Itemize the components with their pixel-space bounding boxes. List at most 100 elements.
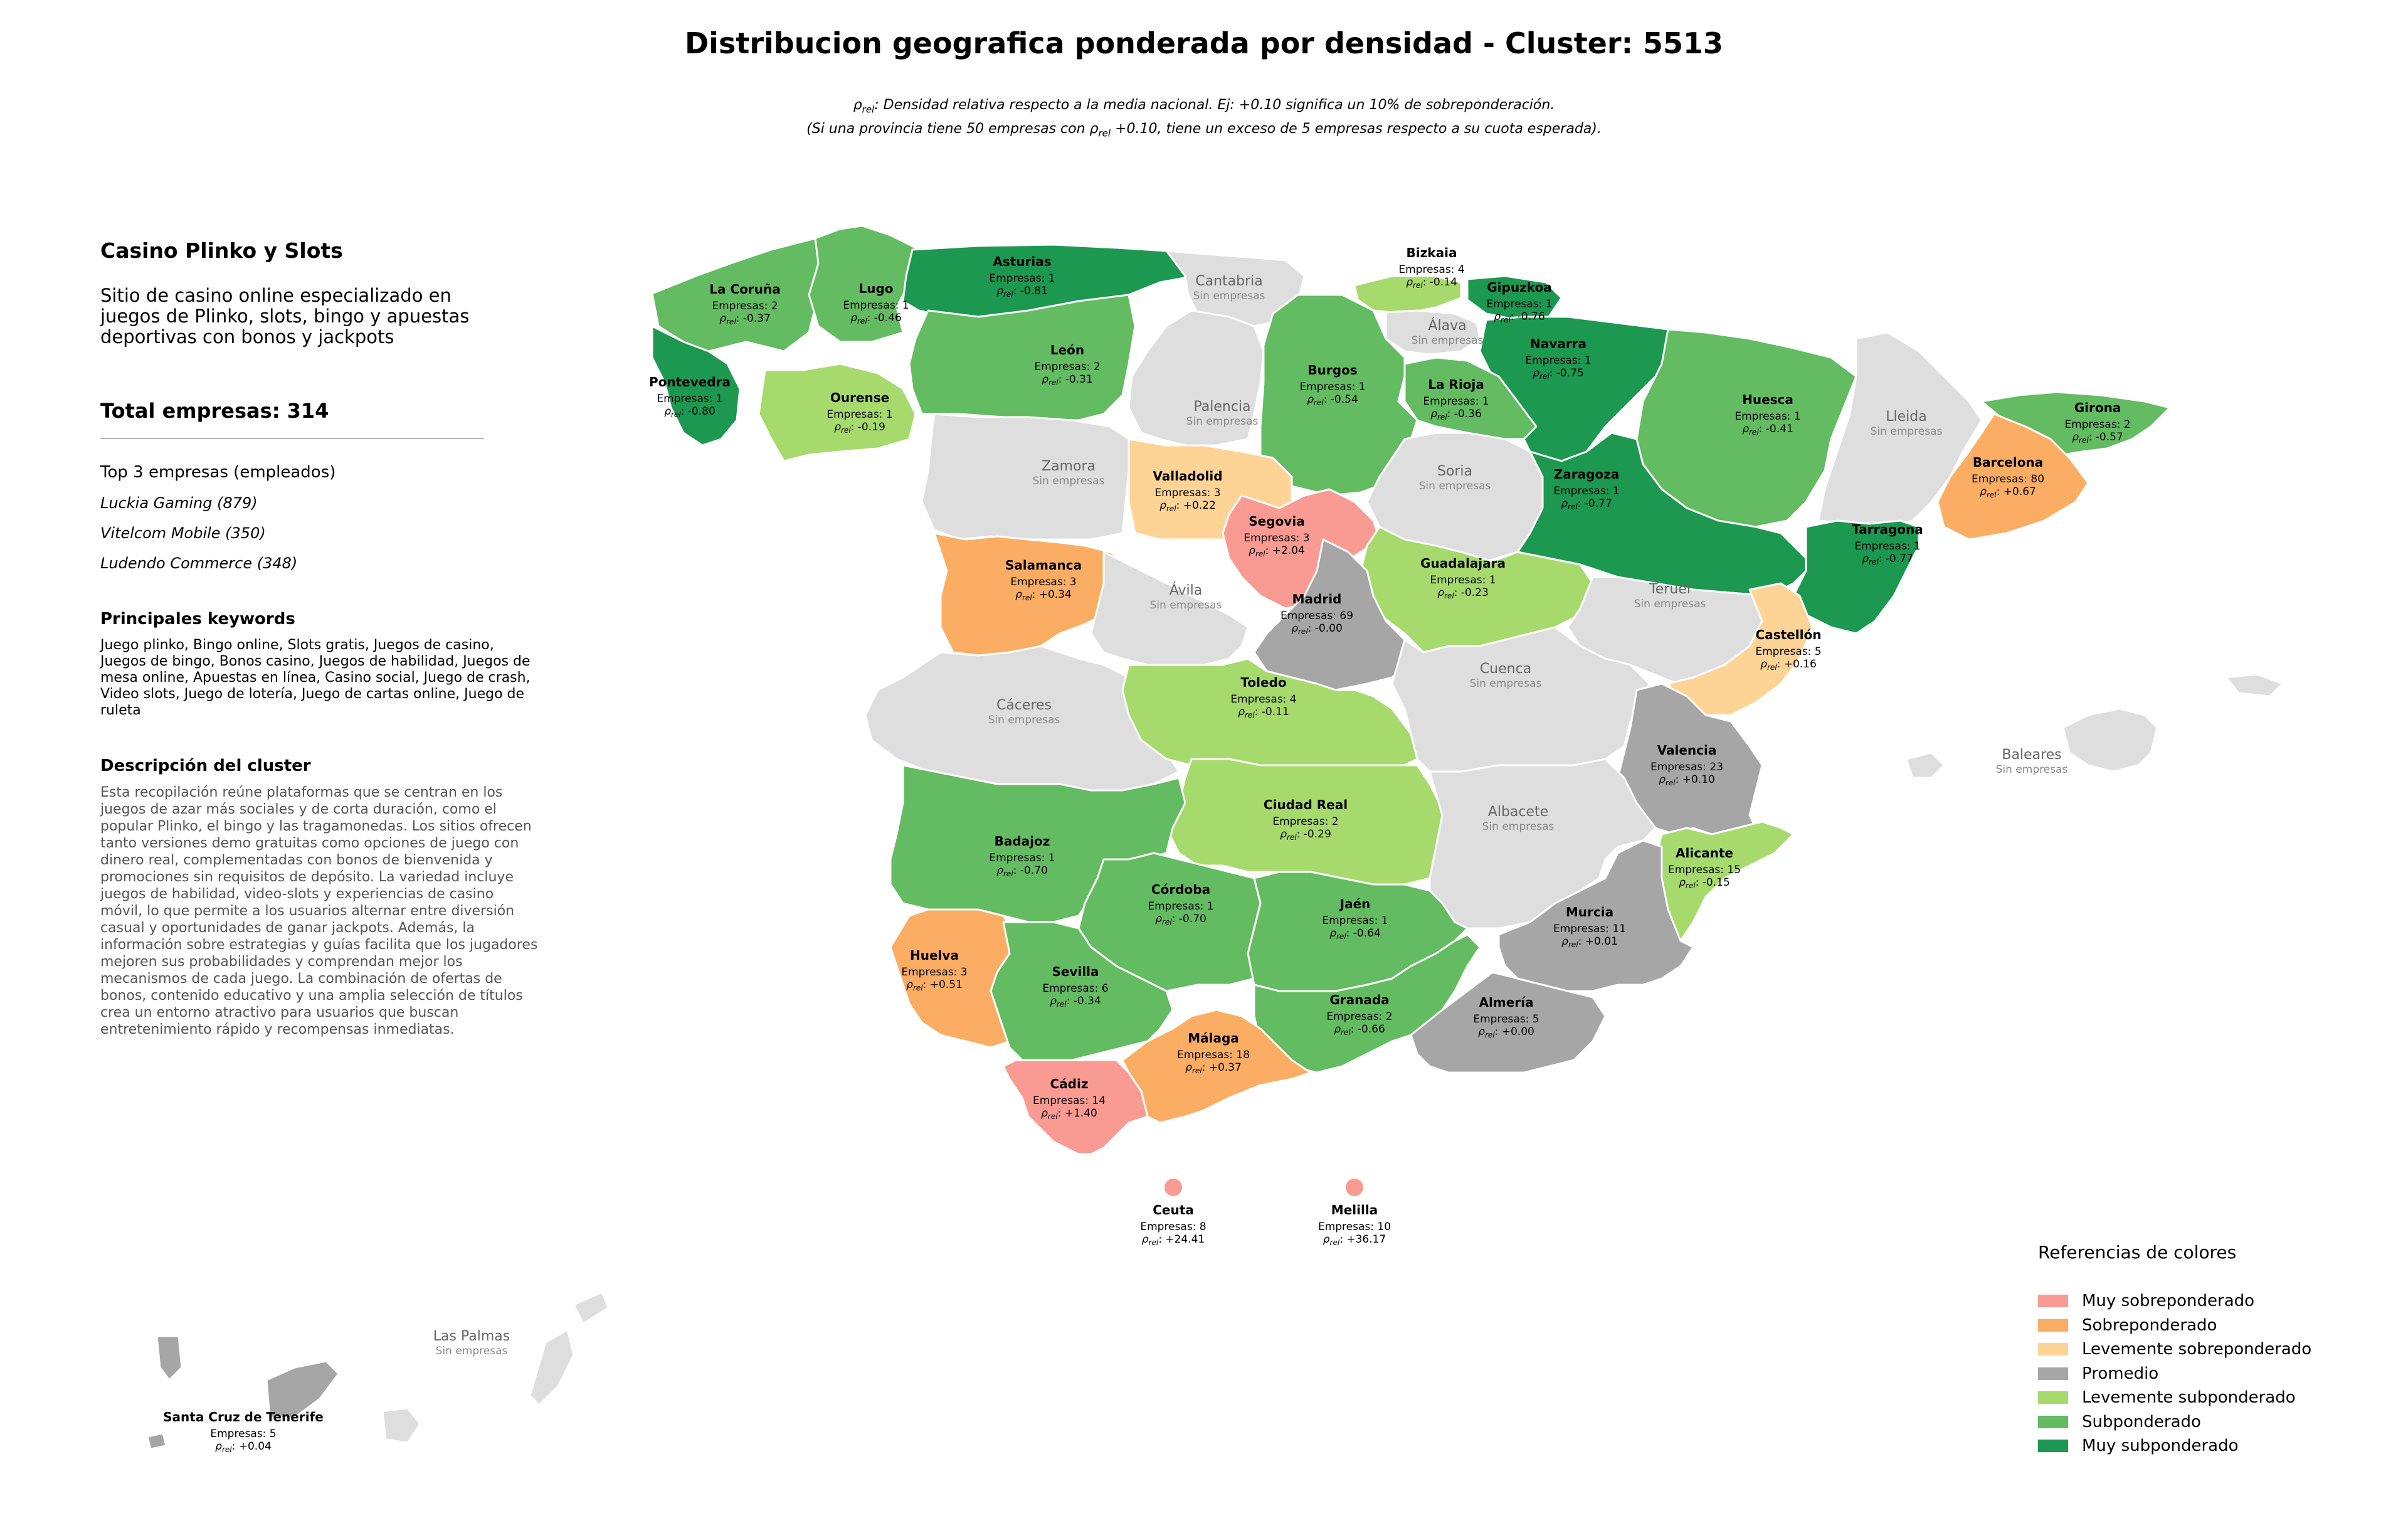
- description-title: Descripción del cluster: [100, 756, 311, 775]
- province-name: Córdoba: [1151, 882, 1210, 897]
- province-rho: ρrel: +1.40: [1041, 1107, 1097, 1121]
- province-name: Navarra: [1530, 336, 1587, 351]
- province-rho: ρrel: -0.70: [1155, 913, 1207, 926]
- legend-label: Levemente sobreponderado: [2082, 1340, 2312, 1359]
- province-name: Álava: [1428, 317, 1466, 334]
- province-companies: Empresas: 1: [1148, 900, 1213, 913]
- province-companies: Empresas: 14: [1033, 1095, 1106, 1107]
- province-name: Cádiz: [1050, 1076, 1089, 1091]
- province-companies: Empresas: 4: [1398, 263, 1464, 276]
- province-companies: Empresas: 1: [989, 852, 1055, 864]
- province-rho: ρrel: -0.19: [834, 421, 885, 435]
- province-rho: ρrel: -0.77: [1561, 497, 1612, 511]
- province-name: Barcelona: [1973, 455, 2043, 470]
- province-note: Sin empresas: [1186, 415, 1259, 428]
- province-name: Melilla: [1331, 1202, 1378, 1218]
- province-rho: ρrel: +0.51: [906, 979, 963, 992]
- province-name: Albacete: [1488, 804, 1548, 820]
- province-rho: ρrel: -0.37: [719, 312, 771, 326]
- province-name: Almería: [1479, 995, 1534, 1010]
- legend-swatch: [2038, 1318, 2068, 1332]
- province-name: Lugo: [858, 281, 893, 296]
- province-companies: Empresas: 1: [1735, 410, 1800, 423]
- province-note: Sin empresas: [1996, 763, 2068, 776]
- province-rho: ρrel: -0.77: [1862, 553, 1913, 566]
- province-rho: ρrel: -0.75: [1533, 367, 1584, 381]
- province-name: Ávila: [1170, 582, 1203, 598]
- province-companies: Empresas: 11: [1553, 923, 1626, 935]
- province-companies: Empresas: 15: [1668, 864, 1741, 876]
- province-rho: ρrel: -0.46: [850, 312, 902, 326]
- province-name: Cáceres: [996, 698, 1052, 713]
- province-name: Pontevedra: [649, 374, 731, 390]
- province-name: Zamora: [1042, 459, 1096, 474]
- province-name: Cantabria: [1195, 273, 1263, 289]
- province-name: Segovia: [1249, 514, 1304, 529]
- province-companies: Empresas: 1: [1423, 395, 1489, 408]
- city-marker: [1164, 1179, 1182, 1196]
- province-companies: Empresas: 23: [1650, 761, 1723, 773]
- top-company: Ludendo Commerce (348): [100, 554, 298, 572]
- keywords-text: Juego plinko, Bingo online, Slots gratis…: [100, 637, 531, 718]
- province-rho: ρrel: -0.23: [1437, 586, 1489, 600]
- province-rho: ρrel: -0.64: [1329, 927, 1381, 941]
- province-companies: Empresas: 1: [1299, 381, 1365, 393]
- province-name: Castellón: [1756, 627, 1822, 642]
- province-name: Gipuzkoa: [1487, 280, 1551, 295]
- province-companies: Empresas: 3: [1010, 576, 1076, 588]
- province-rho: ρrel: +2.04: [1249, 544, 1305, 558]
- province-companies: Empresas: 3: [1244, 532, 1309, 544]
- province-name: Toledo: [1240, 675, 1286, 690]
- province-companies: Empresas: 5: [210, 1428, 276, 1440]
- legend-swatch: [2038, 1367, 2068, 1380]
- province-companies: Empresas: 1: [1322, 915, 1388, 927]
- province-companies: Empresas: 3: [1154, 487, 1220, 499]
- province-35: [1165, 758, 1444, 886]
- province-name: Zaragoza: [1554, 467, 1620, 482]
- province-note: Sin empresas: [1033, 475, 1105, 487]
- province-companies: Empresas: 69: [1281, 610, 1353, 622]
- province-rho: ρrel: +0.37: [1185, 1061, 1242, 1075]
- province-note: Sin empresas: [1871, 425, 1943, 438]
- province-companies: Empresas: 2: [1034, 361, 1100, 373]
- province-companies: Empresas: 2: [712, 300, 778, 312]
- province-17: [1936, 413, 2089, 541]
- province-rho: ρrel: -0.80: [664, 405, 716, 419]
- province-note: Sin empresas: [1193, 290, 1265, 302]
- province-rho: ρrel: -0.36: [1430, 408, 1482, 422]
- province-name: Lleida: [1886, 409, 1926, 425]
- province-companies: Empresas: 5: [1755, 645, 1821, 658]
- island-tenerife-group: [265, 1360, 340, 1419]
- province-name: La Coruña: [709, 282, 780, 297]
- province-34: [2062, 708, 2158, 773]
- province-companies: Empresas: 18: [1177, 1049, 1250, 1061]
- legend-item: Sobreponderado: [2038, 1313, 2311, 1338]
- province-note: Sin empresas: [1634, 598, 1706, 610]
- province-name: Cuenca: [1480, 661, 1531, 677]
- legend-item: Levemente subponderado: [2038, 1386, 2311, 1410]
- province-companies: Empresas: 1: [1486, 298, 1552, 310]
- province-8: [651, 325, 741, 447]
- legend-swatch: [2038, 1391, 2068, 1404]
- province-name: Tarragona: [1852, 522, 1923, 537]
- province-rho: ρrel: -0.41: [1742, 423, 1793, 437]
- province-10: [908, 294, 1136, 422]
- province-companies: Empresas: 6: [1042, 982, 1108, 995]
- subtitle-line-1: ρrel: Densidad relativa respecto a la me…: [853, 97, 1555, 115]
- province-4: [1353, 275, 1462, 315]
- province-note: Sin empresas: [1412, 334, 1484, 347]
- province-companies: Empresas: 4: [1230, 693, 1296, 706]
- province-rho: ρrel: -0.29: [1280, 828, 1331, 842]
- legend-swatch: [2038, 1295, 2068, 1308]
- legend-label: Subponderado: [2082, 1412, 2201, 1431]
- province-rho: ρrel: +36.17: [1323, 1233, 1386, 1247]
- province-companies: Empresas: 1: [843, 299, 909, 312]
- province-rho: ρrel: +0.10: [1659, 773, 1715, 787]
- keywords-title: Principales keywords: [100, 610, 295, 629]
- province-rho: ρrel: -0.14: [1406, 276, 1457, 290]
- province-name: Santa Cruz de Tenerife: [163, 1409, 324, 1425]
- province-name: Valencia: [1657, 743, 1717, 758]
- province-companies: Empresas: 10: [1318, 1221, 1391, 1233]
- province-name: Huesca: [1742, 392, 1793, 407]
